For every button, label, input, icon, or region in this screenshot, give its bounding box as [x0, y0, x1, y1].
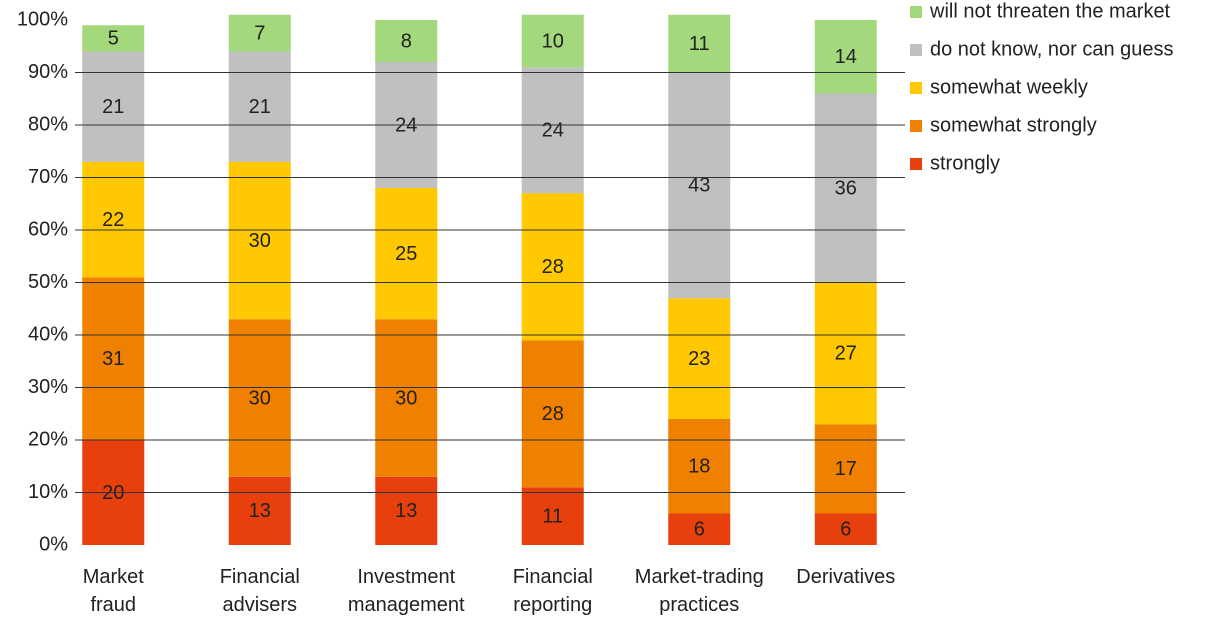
bar-segment: [668, 513, 731, 545]
bar-segment: [82, 161, 145, 278]
data-label: 8: [401, 30, 412, 52]
y-tick-label: 30%: [28, 376, 68, 398]
y-tick-label: 80%: [28, 113, 68, 135]
data-label: 6: [840, 519, 851, 541]
bar-segment: [82, 277, 145, 440]
data-label: 18: [688, 456, 710, 478]
y-tick-label: 40%: [28, 323, 68, 345]
bar-segment: [82, 51, 145, 162]
x-tick-label: Financial reporting: [513, 566, 593, 616]
data-label: 30: [395, 387, 417, 409]
bar-segment: [668, 298, 731, 419]
data-label: 30: [249, 387, 271, 409]
data-label: 10: [542, 30, 564, 52]
data-label: 7: [254, 22, 265, 44]
x-tick-label: Financial advisers: [220, 566, 300, 616]
bar-segment: [668, 14, 731, 73]
data-label: 28: [542, 403, 564, 425]
bar-segment: [375, 319, 438, 477]
bar-segment: [521, 340, 584, 488]
bar-segment: [521, 67, 584, 194]
data-label: 25: [395, 243, 417, 265]
y-tick-label: 70%: [28, 166, 68, 188]
data-label: 21: [249, 96, 271, 118]
x-tick-label: Market-trading practices: [635, 566, 764, 616]
data-label: 24: [542, 120, 564, 142]
legend-swatch: [910, 120, 922, 132]
x-tick-label: Investment management: [348, 566, 465, 616]
legend-label: do not know, nor can guess: [930, 38, 1174, 60]
data-label: 28: [542, 256, 564, 278]
y-tick-label: 100%: [17, 8, 68, 30]
bar-segment: [228, 476, 291, 545]
data-label: 23: [688, 348, 710, 370]
data-label: 11: [689, 33, 710, 55]
data-label: 36: [835, 177, 857, 199]
y-tick-label: 60%: [28, 218, 68, 240]
data-label: 6: [694, 519, 705, 541]
data-label: 17: [835, 458, 857, 480]
data-label: 11: [542, 505, 563, 527]
bar-segment: [228, 319, 291, 477]
bar-segment: [375, 476, 438, 545]
legend-swatch: [910, 158, 922, 170]
data-label: 5: [108, 28, 119, 50]
data-label: 13: [395, 500, 417, 522]
bar-segment: [82, 25, 145, 52]
bar-segment: [228, 14, 291, 52]
data-label: 21: [102, 96, 124, 118]
bar-segment: [375, 20, 438, 62]
x-tick-label: Market fraud: [83, 566, 145, 616]
bar-segment: [521, 487, 584, 545]
data-label: 43: [688, 175, 710, 197]
data-label: 30: [249, 230, 271, 252]
data-label: 22: [102, 209, 124, 231]
bar-segment: [668, 72, 731, 299]
legend-swatch: [910, 44, 922, 56]
data-label: 27: [835, 343, 857, 365]
bar-segment: [375, 188, 438, 320]
legend-label: strongly: [930, 152, 1000, 174]
legend-swatch: [910, 82, 922, 94]
y-tick-label: 50%: [28, 271, 68, 293]
data-label: 14: [835, 46, 857, 68]
bar-segment: [228, 51, 291, 162]
y-tick-label: 20%: [28, 428, 68, 450]
legend-swatch: [910, 6, 922, 18]
bar-segment: [521, 14, 584, 68]
data-label: 13: [249, 500, 271, 522]
legend-label: will not threaten the market: [929, 0, 1171, 22]
y-tick-label: 0%: [39, 533, 68, 555]
bar-segment: [814, 20, 877, 94]
legend-label: somewhat weekly: [930, 76, 1088, 98]
bar-segment: [228, 161, 291, 320]
x-tick-label: Derivatives: [796, 566, 895, 588]
data-label: 31: [102, 348, 124, 370]
bar-segment: [521, 193, 584, 341]
legend-label: somewhat strongly: [930, 114, 1097, 136]
y-tick-label: 90%: [28, 61, 68, 83]
bar-segment: [814, 282, 877, 425]
bar-segment: [814, 513, 877, 545]
y-tick-label: 10%: [28, 481, 68, 503]
bar-segment: [668, 419, 731, 514]
bar-segment: [814, 424, 877, 514]
